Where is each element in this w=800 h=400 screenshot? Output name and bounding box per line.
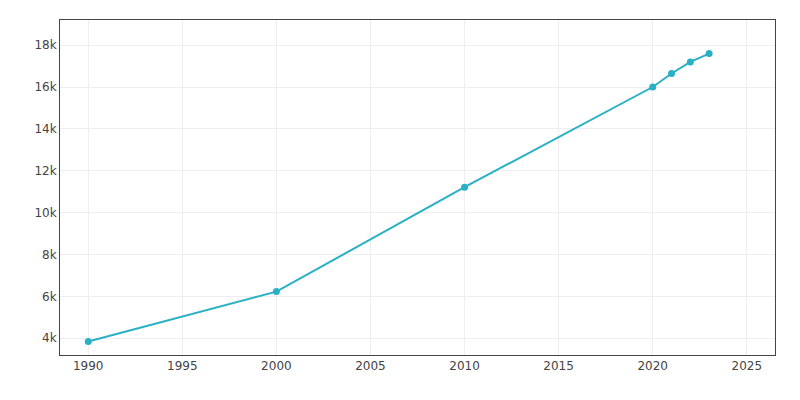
svg-text:2025: 2025 (732, 359, 763, 373)
svg-text:1995: 1995 (167, 359, 198, 373)
svg-text:2020: 2020 (637, 359, 668, 373)
svg-text:2000: 2000 (261, 359, 292, 373)
svg-text:1990: 1990 (73, 359, 104, 373)
svg-text:12k: 12k (34, 164, 56, 178)
svg-text:10k: 10k (34, 206, 56, 220)
svg-text:2005: 2005 (355, 359, 386, 373)
svg-text:6k: 6k (42, 290, 57, 304)
svg-text:14k: 14k (34, 122, 56, 136)
svg-text:2015: 2015 (543, 359, 574, 373)
svg-text:2010: 2010 (449, 359, 480, 373)
svg-text:4k: 4k (42, 331, 57, 345)
svg-text:8k: 8k (42, 248, 57, 262)
svg-text:16k: 16k (34, 80, 56, 94)
svg-text:18k: 18k (34, 38, 56, 52)
